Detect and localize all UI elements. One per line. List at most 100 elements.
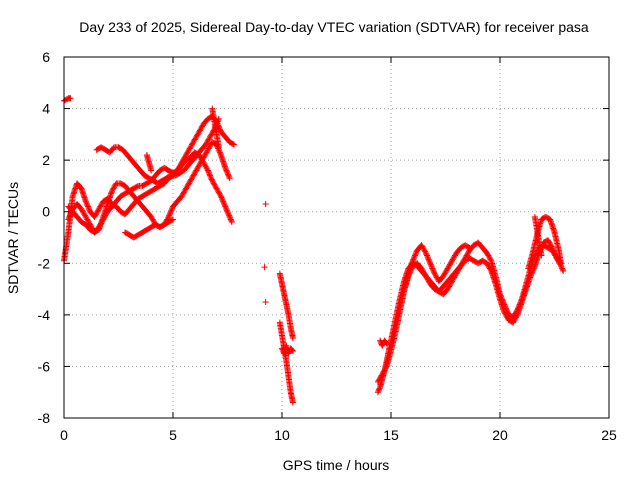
data-point (498, 295, 505, 302)
data-point (216, 190, 223, 197)
data-point (197, 126, 204, 133)
data-point (184, 182, 191, 189)
data-point (440, 273, 447, 280)
data-point (168, 207, 175, 214)
data-point (201, 153, 208, 160)
data-point (433, 274, 440, 281)
data-point (209, 179, 216, 186)
data-point (486, 255, 493, 262)
data-point (86, 206, 93, 213)
data-point (226, 173, 233, 180)
data-point (199, 157, 206, 164)
data-point (516, 301, 523, 308)
data-point (134, 183, 141, 190)
data-points (61, 95, 567, 406)
data-point (183, 151, 190, 158)
data-point (383, 340, 390, 347)
data-point (206, 144, 213, 151)
data-point (180, 155, 187, 162)
data-point (409, 257, 416, 264)
data-point (380, 368, 387, 375)
data-point (218, 194, 225, 201)
data-point (206, 135, 213, 142)
data-point (510, 314, 517, 321)
data-point (196, 127, 203, 134)
data-point (200, 154, 207, 161)
data-point (544, 237, 551, 244)
data-point (95, 206, 102, 213)
data-point (79, 207, 86, 214)
data-point (425, 255, 432, 262)
data-point (193, 167, 200, 174)
data-point (412, 251, 419, 258)
data-point (208, 176, 215, 183)
data-point (459, 260, 466, 267)
data-point (85, 204, 92, 211)
data-point (214, 186, 221, 193)
data-point (550, 249, 557, 256)
data-point (193, 166, 200, 173)
data-point (464, 251, 471, 258)
x-axis-label: GPS time / hours (283, 457, 390, 473)
data-point (447, 260, 454, 267)
data-point (195, 163, 202, 170)
data-point (209, 177, 216, 184)
data-point (462, 253, 469, 260)
series-arc-1 (61, 95, 74, 104)
data-point (185, 181, 192, 188)
data-point (486, 264, 493, 271)
data-point (202, 163, 209, 170)
data-point (191, 136, 198, 143)
data-point (459, 258, 466, 265)
data-point (207, 172, 214, 179)
data-point (148, 213, 155, 220)
data-point (192, 168, 199, 175)
data-point (382, 364, 389, 371)
series-arc-14 (377, 337, 390, 349)
data-point (84, 217, 91, 224)
data-point (111, 182, 118, 189)
data-point (80, 210, 87, 217)
data-point (560, 268, 567, 275)
data-point (150, 217, 157, 224)
data-point (225, 171, 232, 178)
data-point (217, 150, 224, 157)
data-point (546, 239, 553, 246)
data-point (559, 265, 566, 272)
data-point (190, 172, 197, 179)
data-point (461, 256, 468, 263)
data-point (92, 211, 99, 218)
data-point (221, 200, 228, 207)
data-point (422, 249, 429, 256)
data-point (220, 199, 227, 206)
data-point (167, 210, 174, 217)
data-point (215, 189, 222, 196)
data-point (517, 300, 524, 307)
data-point (486, 265, 493, 272)
data-point (97, 203, 104, 210)
data-point (175, 164, 182, 171)
data-point (220, 198, 227, 205)
data-point (212, 184, 219, 191)
data-point (450, 255, 457, 262)
data-point (262, 200, 269, 207)
data-point (84, 203, 91, 210)
data-point (166, 211, 173, 218)
series-arc-17 (531, 213, 545, 259)
data-point (418, 265, 425, 272)
data-point (513, 307, 520, 314)
data-point (518, 297, 525, 304)
data-point (427, 261, 434, 268)
data-point (96, 204, 103, 211)
data-point (94, 208, 101, 215)
data-point (215, 144, 222, 151)
data-point (289, 399, 296, 406)
data-point (212, 182, 219, 189)
data-point (485, 252, 492, 259)
data-point (177, 162, 184, 169)
data-point (501, 302, 508, 309)
data-point (165, 213, 172, 220)
series-arc-9 (276, 270, 296, 342)
data-point (83, 199, 90, 206)
data-point (504, 309, 511, 316)
